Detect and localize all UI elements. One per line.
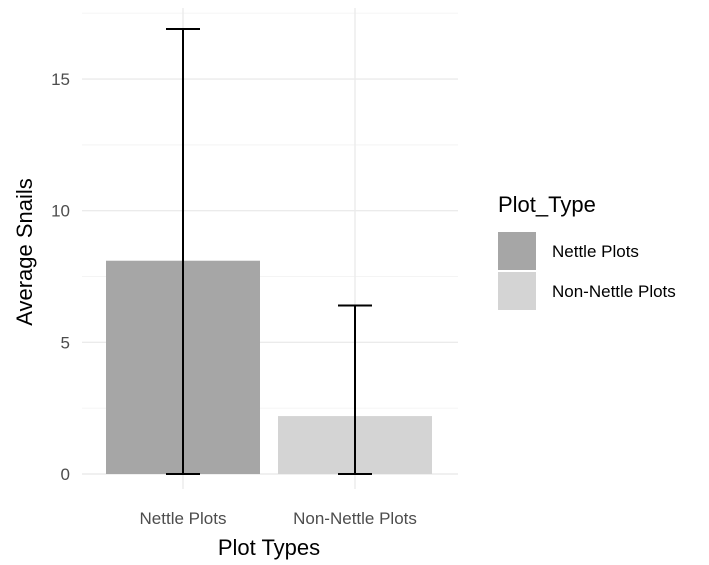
legend-swatch [498, 232, 536, 270]
legend-swatch [498, 272, 536, 310]
error-bar [166, 28, 200, 475]
y-tick-label: 15 [51, 70, 70, 89]
tick-labels: 0 5 10 15 Nettle Plots Non-Nettle Plots [51, 70, 417, 528]
y-tick-label: 5 [61, 333, 70, 352]
legend-label: Nettle Plots [552, 242, 639, 261]
error-bars [166, 28, 372, 475]
y-axis-title: Average Snails [12, 178, 37, 326]
error-bar [338, 304, 372, 475]
bars [106, 260, 432, 474]
legend: Plot_Type Nettle Plots Non-Nettle Plots [498, 192, 676, 310]
x-tick-label: Non-Nettle Plots [293, 509, 417, 528]
y-tick-label: 0 [61, 465, 70, 484]
legend-title: Plot_Type [498, 192, 596, 217]
legend-entries: Nettle Plots Non-Nettle Plots [498, 232, 676, 310]
x-axis-title: Plot Types [218, 535, 320, 560]
legend-label: Non-Nettle Plots [552, 282, 676, 301]
y-tick-label: 10 [51, 202, 70, 221]
x-tick-label: Nettle Plots [140, 509, 227, 528]
